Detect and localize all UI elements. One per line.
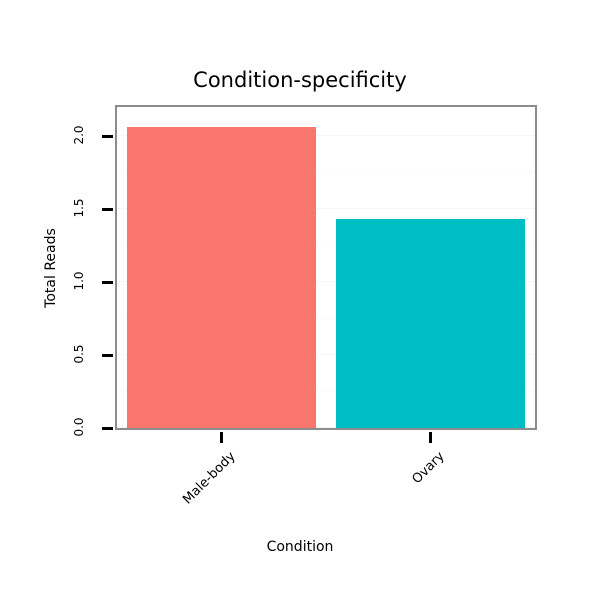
gridline-minor — [117, 390, 535, 392]
gridline-major — [117, 281, 535, 283]
x-axis-title: Condition — [266, 539, 334, 555]
y-tick-label: 0.0 — [72, 417, 86, 437]
y-tick-mark — [102, 280, 113, 284]
y-tick-label: 0.5 — [72, 344, 86, 364]
bar-male-body[interactable] — [127, 127, 316, 428]
y-tick-label: 1.0 — [72, 271, 86, 291]
plot-panel — [115, 105, 537, 430]
gridline-major — [117, 135, 535, 137]
y-tick-mark — [102, 353, 113, 357]
bar-ovary[interactable] — [336, 219, 525, 428]
x-tick-label: Male-body — [179, 449, 239, 508]
y-tick-mark — [102, 207, 113, 211]
x-tick-label: Ovary — [408, 449, 448, 488]
gridline-major — [117, 354, 535, 356]
y-tick-mark — [102, 134, 113, 138]
y-axis-title: Total Reads — [43, 228, 59, 308]
gridline-major — [117, 427, 535, 428]
y-tick-label: 2.0 — [72, 125, 86, 145]
plot-area — [117, 107, 535, 428]
gridline-major — [117, 208, 535, 210]
x-tick-mark — [220, 432, 223, 443]
gridline-minor — [117, 317, 535, 319]
y-tick-label: 1.5 — [72, 198, 86, 218]
gridline-minor — [117, 244, 535, 246]
y-tick-mark — [102, 426, 113, 430]
gridline-minor — [117, 171, 535, 173]
x-tick-mark — [429, 432, 432, 443]
chart-title: Condition-specificity — [193, 68, 407, 92]
